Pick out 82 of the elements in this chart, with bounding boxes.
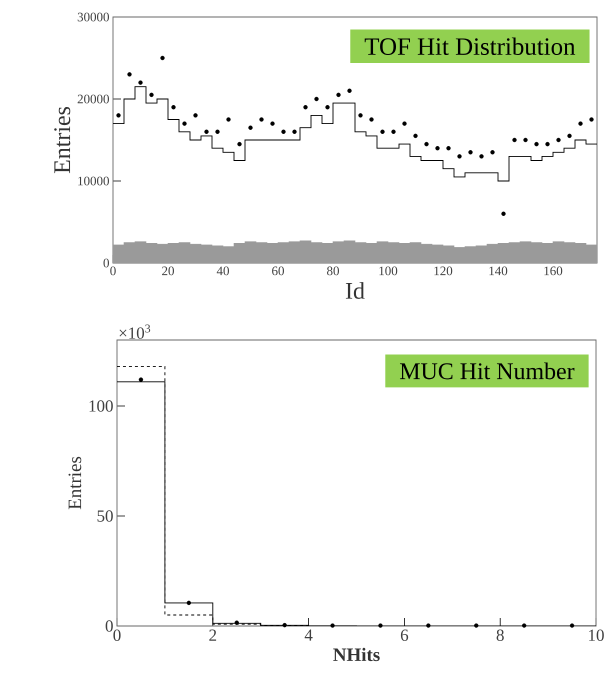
x-tick-label: 20 xyxy=(162,266,174,276)
x-tick-label: 140 xyxy=(489,266,508,276)
point xyxy=(248,126,253,130)
y-axis-title: Entries xyxy=(68,456,82,510)
point xyxy=(259,117,264,122)
point xyxy=(446,146,451,150)
point xyxy=(171,105,176,110)
y-tick-label: 100 xyxy=(90,400,113,412)
point xyxy=(468,150,473,154)
point xyxy=(215,130,220,134)
text: ×10$^{3}$ xyxy=(120,324,150,339)
point xyxy=(570,623,574,628)
point xyxy=(413,134,418,138)
point xyxy=(193,113,198,118)
point xyxy=(424,142,429,146)
x-tick-label: 120 xyxy=(434,266,452,276)
point xyxy=(523,138,528,142)
point xyxy=(160,56,165,60)
point xyxy=(512,138,517,142)
point xyxy=(116,113,121,118)
x-axis-title: NHits xyxy=(333,648,380,662)
point xyxy=(435,146,440,150)
point xyxy=(479,154,484,159)
point xyxy=(556,138,561,142)
x-tick-label: 100 xyxy=(379,266,398,276)
point xyxy=(545,142,550,146)
point xyxy=(138,80,143,85)
point xyxy=(522,623,526,628)
y-tick-label: 0 xyxy=(104,258,109,268)
x-tick-label: 60 xyxy=(272,266,284,276)
point xyxy=(127,72,132,77)
point xyxy=(426,623,431,628)
y-tick-label: 20000 xyxy=(78,94,109,104)
y-tick-label: 10000 xyxy=(78,176,109,186)
point xyxy=(378,623,383,628)
point xyxy=(292,130,297,134)
x-tick-label: 160 xyxy=(544,266,562,276)
x-tick-label: 8 xyxy=(496,630,504,641)
point xyxy=(369,117,374,122)
y-tick-label: 50 xyxy=(98,510,113,522)
x-tick-label: 2 xyxy=(209,630,216,641)
point xyxy=(204,130,209,134)
point xyxy=(402,121,407,126)
y-tick-label: 30000 xyxy=(78,12,109,22)
text: MUC Hit Number xyxy=(400,362,574,380)
point xyxy=(358,113,363,118)
point xyxy=(226,117,231,122)
point xyxy=(325,105,330,110)
point xyxy=(589,117,594,122)
point xyxy=(281,130,286,134)
x-tick-label: 4 xyxy=(304,630,313,641)
x-tick-label: 80 xyxy=(327,266,339,276)
point xyxy=(474,623,478,628)
point xyxy=(314,96,319,102)
point xyxy=(237,142,242,146)
point xyxy=(138,377,144,382)
point xyxy=(567,134,572,138)
point xyxy=(380,130,385,134)
point xyxy=(578,121,583,126)
point xyxy=(457,154,462,159)
point xyxy=(303,105,308,110)
x-tick-label: 10 xyxy=(589,630,604,641)
point xyxy=(490,150,495,154)
point xyxy=(270,121,275,126)
y-axis-title: Entries xyxy=(54,106,70,174)
x-tick-label: 0 xyxy=(113,630,121,641)
point xyxy=(282,622,287,628)
point xyxy=(391,130,396,134)
text: TOF Hit Distribution xyxy=(364,37,576,56)
y-tick-label: 0 xyxy=(106,620,113,632)
point xyxy=(234,620,239,625)
x-axis-title: Id xyxy=(346,282,365,299)
point xyxy=(347,88,352,93)
x-tick-label: 40 xyxy=(216,266,229,276)
point xyxy=(501,212,506,216)
point xyxy=(330,623,335,628)
point xyxy=(186,600,192,606)
point xyxy=(149,92,154,98)
point xyxy=(534,142,539,146)
x-tick-label: 6 xyxy=(400,630,408,641)
point xyxy=(182,121,187,126)
point xyxy=(336,92,341,98)
